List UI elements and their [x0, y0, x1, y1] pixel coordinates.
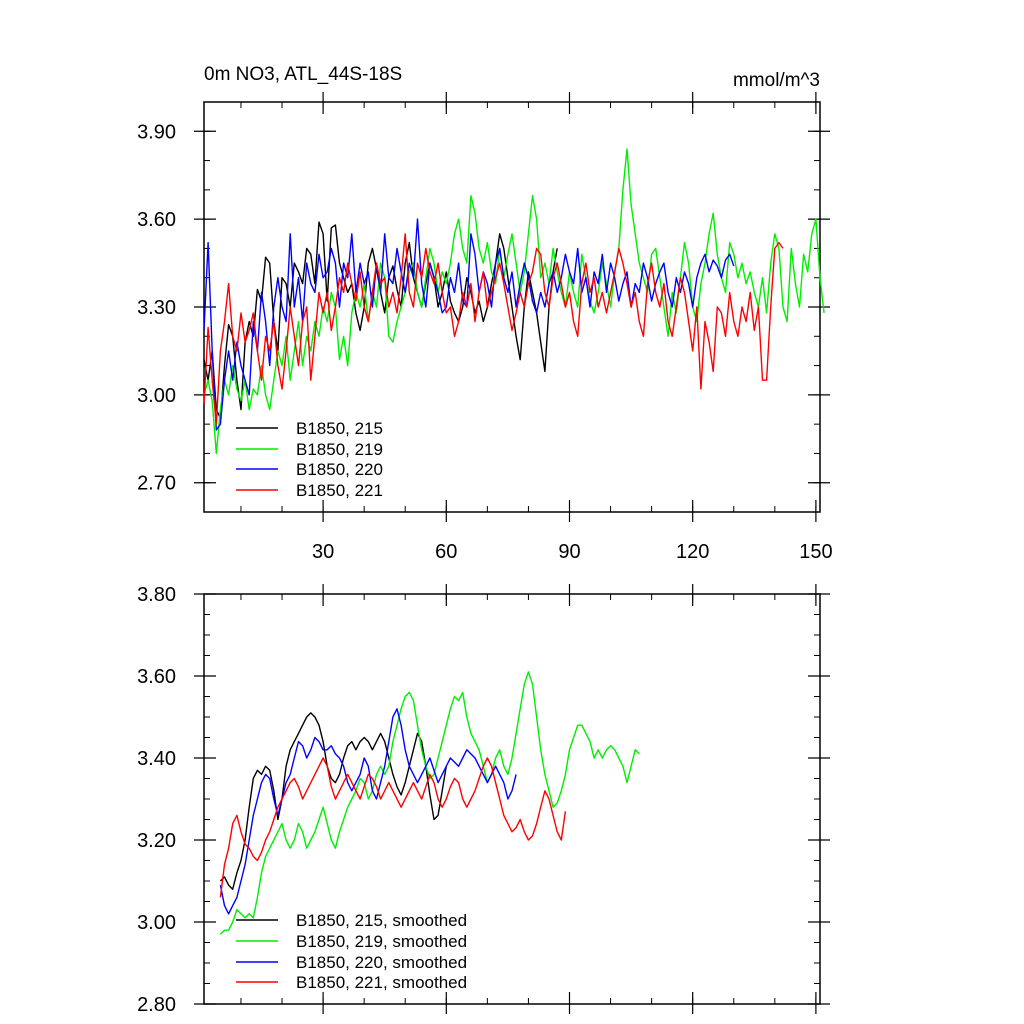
x-tick-label: 90 — [558, 541, 580, 563]
x-tick-label: 120 — [676, 541, 709, 563]
series-line-b1850-215 — [203, 221, 558, 419]
legend-label-215-smoothed: B1850, 215, smoothed — [296, 911, 467, 930]
legend-label-221: B1850, 221 — [296, 481, 383, 500]
bottom-legend: B1850, 215, smoothed B1850, 219, smoothe… — [236, 911, 467, 992]
y-tick-label: 2.80 — [137, 994, 176, 1016]
top-y-axis: 2.70 3.00 3.30 3.60 3.90 — [137, 101, 830, 513]
series-line-b1850-221 — [203, 233, 784, 425]
series-line-b1850-220 — [203, 218, 735, 431]
bottom-panel: 2.80 3.00 3.20 3.40 3.60 3.80 B1850, 215, smo… — [137, 584, 830, 1016]
legend-label-215: B1850, 215 — [296, 419, 383, 438]
y-tick-label: 3.20 — [137, 830, 176, 852]
top-panel: 2.70 3.00 3.30 3.60 3.90 30 60 90 120 150 0m NO3… — [137, 64, 833, 563]
bottom-x-axis — [240, 584, 817, 1014]
series-line-b1850-221-smoothed — [219, 757, 567, 898]
y-tick-label: 3.00 — [137, 912, 176, 934]
top-series-lines — [203, 148, 825, 455]
legend-label-220: B1850, 220 — [296, 460, 383, 479]
y-tick-label: 3.40 — [137, 748, 176, 770]
bottom-series-lines — [219, 671, 640, 935]
y-tick-label: 3.60 — [137, 209, 176, 231]
top-chart-title: 0m NO3, ATL_44S-18S — [204, 64, 402, 85]
legend-label-221-smoothed: B1850, 221, smoothed — [296, 973, 467, 992]
series-line-b1850-220-smoothed — [219, 708, 517, 915]
x-tick-label: 60 — [435, 541, 457, 563]
y-tick-label: 3.60 — [137, 666, 176, 688]
series-line-b1850-215-smoothed — [219, 712, 447, 890]
top-chart-units: mmol/m^3 — [733, 70, 820, 91]
series-line-b1850-219-smoothed — [219, 671, 640, 935]
bottom-y-axis: 2.80 3.00 3.20 3.40 3.60 3.80 — [137, 584, 830, 1016]
legend-label-219: B1850, 219 — [296, 440, 383, 459]
top-legend: B1850, 215 B1850, 219 B1850, 220 B1850, … — [236, 419, 383, 500]
y-tick-label: 3.80 — [137, 584, 176, 606]
x-tick-label: 150 — [799, 541, 832, 563]
y-tick-label: 3.90 — [137, 121, 176, 143]
legend-label-220-smoothed: B1850, 220, smoothed — [296, 953, 467, 972]
x-tick-label: 30 — [312, 541, 334, 563]
y-tick-label: 3.30 — [137, 297, 176, 319]
y-tick-label: 3.00 — [137, 385, 176, 407]
y-tick-label: 2.70 — [137, 473, 176, 495]
legend-label-219-smoothed: B1850, 219, smoothed — [296, 932, 467, 951]
top-x-axis: 30 60 90 120 150 — [240, 92, 833, 563]
